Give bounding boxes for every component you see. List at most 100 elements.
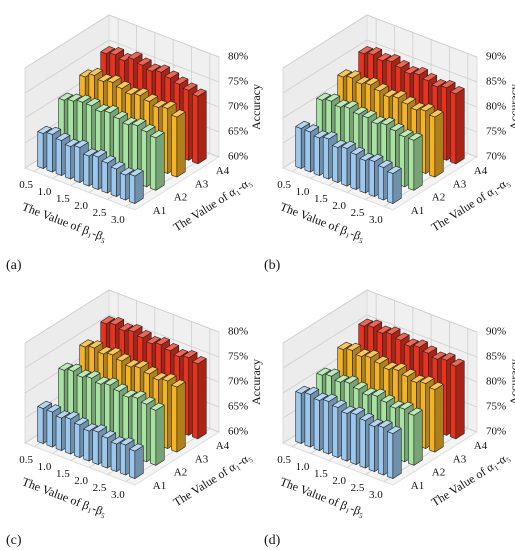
bar-top	[429, 381, 444, 390]
bar-top	[374, 355, 389, 364]
bar-top	[100, 316, 115, 325]
bar-top	[131, 390, 147, 399]
bar-top	[419, 103, 435, 112]
bar-front	[341, 411, 348, 462]
bar-front	[368, 424, 375, 472]
bar-top	[450, 86, 465, 95]
bar-top	[113, 111, 128, 120]
bar-top	[37, 125, 52, 134]
bar-front	[55, 415, 62, 451]
z-axis-label: Accuracy	[507, 84, 515, 130]
bar-side	[434, 383, 444, 453]
y-tick-label: A2	[174, 467, 187, 479]
bar-top	[343, 375, 359, 384]
bar-side	[413, 409, 423, 466]
bar-top	[410, 102, 426, 111]
bar-top	[383, 361, 398, 370]
bar-top	[359, 152, 375, 161]
bar-top	[64, 411, 80, 420]
bar-front	[119, 172, 127, 201]
y-tick-label: A3	[195, 178, 209, 190]
bar-top	[101, 430, 117, 439]
bar-top	[304, 124, 320, 133]
bar-top	[362, 387, 377, 396]
bar-side	[455, 360, 465, 440]
bar-top	[88, 67, 104, 76]
bar-front	[150, 407, 157, 466]
bar-front	[192, 93, 199, 165]
x-tick-label: 2.5	[93, 482, 107, 494]
bar-top	[398, 401, 414, 410]
bar-top	[392, 90, 407, 99]
bar-top	[367, 319, 383, 328]
y-tick-label: A1	[411, 205, 424, 217]
bar-top	[316, 367, 331, 376]
bar-top	[97, 346, 113, 355]
y-tick-label: A3	[195, 453, 209, 465]
bar-top	[431, 79, 447, 88]
x-tick-label: 1.0	[296, 186, 310, 198]
bar-top	[395, 332, 410, 341]
bar-top	[122, 389, 138, 398]
x-tick-label: 0.5	[19, 454, 33, 466]
bar-top	[392, 362, 407, 371]
bar-front	[92, 154, 99, 190]
bar-top	[368, 418, 384, 427]
bar-front	[46, 132, 53, 173]
y-axis-label: The Value of α₁-α₅	[429, 450, 512, 510]
bar-top	[387, 165, 402, 174]
bar-top	[389, 400, 405, 409]
x-tick-label: 2.0	[74, 200, 88, 212]
bar-top	[140, 124, 156, 133]
bar-top	[119, 167, 135, 176]
y-tick-label: A2	[432, 467, 445, 479]
bar-top	[353, 381, 368, 390]
bar-top	[95, 376, 110, 385]
bar-top	[385, 326, 401, 335]
bar-front	[37, 131, 44, 169]
bar-top	[380, 394, 396, 403]
bar-top	[376, 325, 392, 334]
bar-front	[377, 165, 385, 201]
bar-top	[109, 47, 125, 56]
z-tick-label: 90%	[486, 51, 506, 63]
bar-top	[332, 399, 347, 408]
bar-top	[359, 412, 375, 421]
bar-top	[358, 318, 373, 327]
bar-top	[401, 96, 417, 105]
bar-front	[110, 441, 117, 472]
bar-top	[76, 94, 92, 103]
bar-top	[110, 161, 126, 170]
bar-side	[392, 167, 402, 204]
bar-top	[362, 110, 377, 119]
bar-top	[173, 76, 189, 85]
z-tick-label: 80%	[486, 101, 506, 113]
bar-top	[404, 66, 419, 75]
bar-front	[322, 136, 330, 180]
z-tick-label: 60%	[228, 426, 248, 438]
bar-top	[58, 362, 73, 371]
bar-top	[150, 130, 165, 139]
bar-top	[37, 400, 52, 409]
y-tick-label: A3	[453, 178, 467, 190]
bar-side	[197, 358, 207, 440]
z-axis-label: Accuracy	[249, 84, 263, 130]
bar-top	[401, 368, 417, 377]
bar-top	[95, 104, 110, 113]
bar-top	[450, 358, 465, 367]
z-tick-label: 80%	[486, 376, 506, 388]
bar-top	[295, 385, 310, 394]
bar-top	[346, 342, 362, 351]
bar-top	[376, 53, 392, 62]
bar-front	[37, 406, 44, 444]
bar-top	[422, 345, 438, 354]
bar-side	[155, 132, 165, 191]
bar-front	[350, 152, 357, 190]
bar-front	[83, 428, 90, 462]
bar-side	[413, 134, 423, 191]
bar-top	[134, 87, 149, 96]
bar-top	[325, 368, 341, 377]
bar-top	[152, 99, 168, 108]
bar-top	[101, 155, 117, 164]
bar-top	[137, 330, 152, 339]
